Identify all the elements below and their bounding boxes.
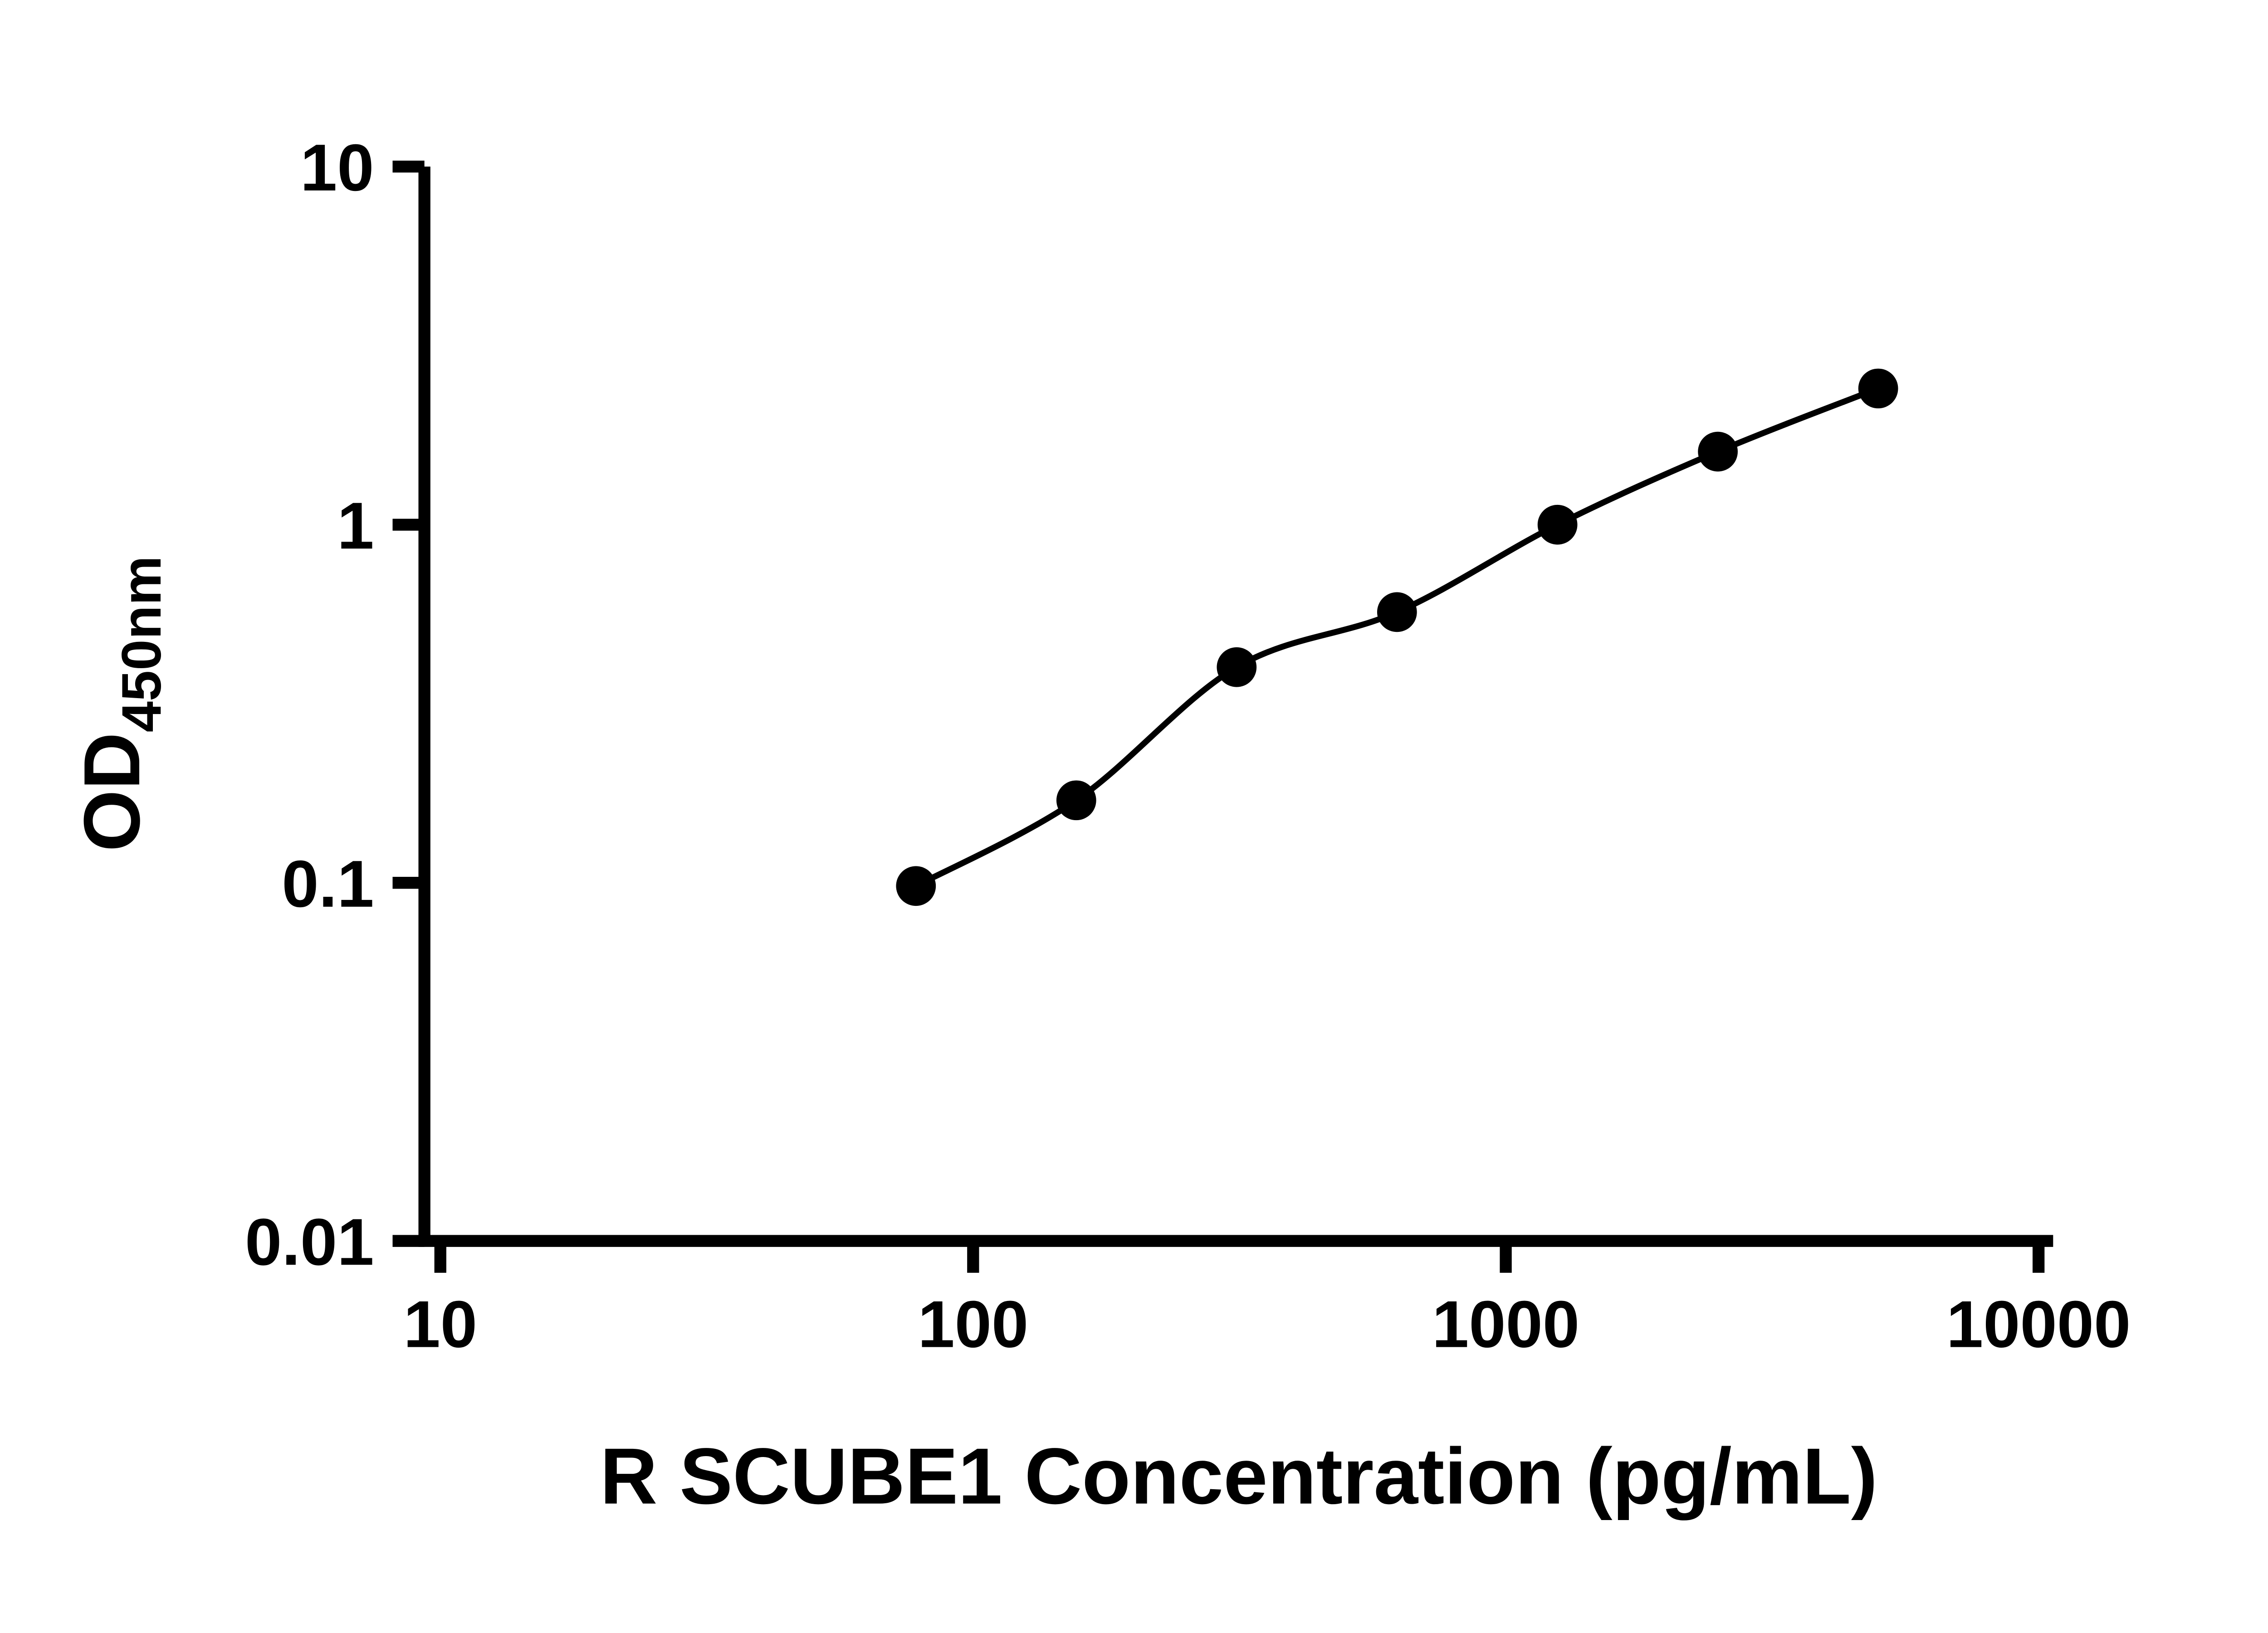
data-point: [1377, 592, 1417, 632]
x-axis-title: R SCUBE1 Concentration (pg/mL): [600, 1432, 1878, 1521]
x-tick-label: 10000: [1946, 1287, 2131, 1361]
y-axis-title-subscript: 450nm: [111, 556, 173, 732]
y-tick-label: 0.01: [245, 1205, 374, 1279]
y-tick-label: 1: [337, 489, 374, 562]
plot-area: [896, 368, 1898, 906]
x-tick-label: 10: [403, 1287, 477, 1361]
axes-layer: [418, 166, 2053, 1247]
tick-layer: 0.01 0.1 1 10 10 100 1000 10000: [245, 131, 2131, 1361]
axis-spine: [418, 166, 2053, 1247]
y-axis-title-main: OD: [68, 732, 156, 851]
data-point: [896, 866, 936, 906]
data-point: [1858, 368, 1898, 409]
y-tick-label: 0.1: [282, 847, 374, 921]
data-point: [1698, 431, 1738, 472]
data-point: [1217, 647, 1257, 687]
data-point: [1056, 780, 1096, 821]
data-point: [1537, 504, 1578, 545]
x-tick-label: 1000: [1432, 1287, 1579, 1361]
x-tick-label: 100: [918, 1287, 1028, 1361]
y-axis-title: OD450nm: [68, 556, 173, 851]
y-tick-label: 10: [300, 131, 374, 205]
